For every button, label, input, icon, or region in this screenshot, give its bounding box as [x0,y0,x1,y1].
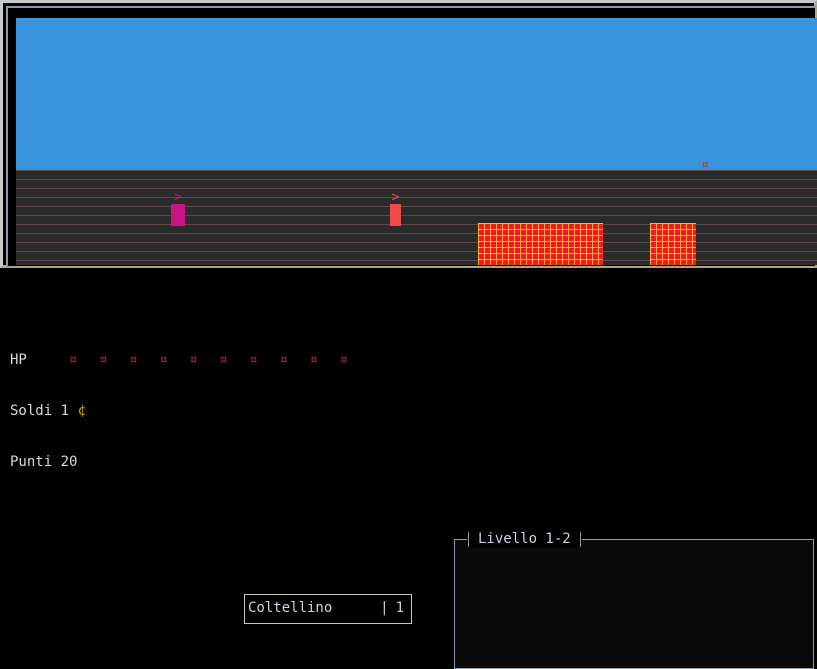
inventory-box[interactable]: Coltellino | 1 [244,594,412,624]
game-window-inner-frame: ¤ > > [6,6,817,268]
level-panel-body [455,540,813,668]
enemy-sprite: > [390,191,401,226]
player-body [171,204,185,226]
enemy-body [390,204,401,226]
hud-panel: HP ¤ ¤ ¤ ¤ ¤ ¤ ¤ ¤ ¤ ¤ Soldi 1 ¢ Punti 2… [0,268,817,669]
money-value: 1 [60,403,70,419]
item-pickup-icon: ¤ [701,158,709,173]
inventory-separator: | [380,600,389,616]
inventory-item-row[interactable]: Coltellino | 1 [248,600,408,617]
hp-hearts: ¤ ¤ ¤ ¤ ¤ ¤ ¤ ¤ ¤ ¤ [69,352,355,368]
coin-icon: ¢ [77,403,86,419]
title-divider-right-icon [579,532,581,547]
money-row: Soldi 1 ¢ [10,403,355,420]
destructible-block [650,223,696,265]
hp-label: HP [10,352,27,368]
player-facing-indicator: > [174,190,182,205]
game-window-frame: ¤ > > [0,0,817,268]
enemy-facing-indicator: > [391,190,400,205]
hp-row: HP ¤ ¤ ¤ ¤ ¤ ¤ ¤ ¤ ¤ ¤ [10,352,355,369]
player-sprite: > [171,191,185,226]
destructible-block [478,223,603,265]
player-stats: HP ¤ ¤ ¤ ¤ ¤ ¤ ¤ ¤ ¤ ¤ Soldi 1 ¢ Punti 2… [10,318,355,505]
points-value: 20 [60,454,78,470]
game-viewport[interactable]: ¤ > > [16,18,817,265]
inventory-item-quantity: 1 [395,600,404,616]
money-label: Soldi [10,403,53,419]
level-panel-title: Livello 1-2 [478,531,571,547]
ground-tiles [16,170,817,265]
level-panel: Livello 1-2 [454,531,814,669]
points-row: Punti 20 [10,454,355,471]
inventory-item-name: Coltellino [248,600,333,616]
level-panel-title-wrap: Livello 1-2 [467,531,582,548]
points-label: Punti [10,454,53,470]
